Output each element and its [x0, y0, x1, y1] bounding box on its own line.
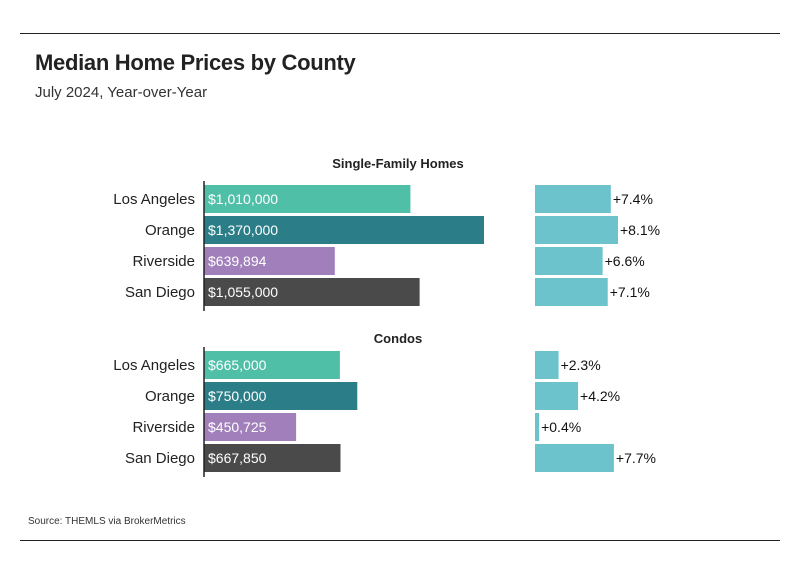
change-bar	[535, 185, 611, 213]
category-label: Los Angeles	[113, 357, 195, 374]
change-bar	[535, 216, 618, 244]
change-value-label: +0.4%	[541, 419, 581, 435]
change-bar	[535, 247, 603, 275]
price-bar	[204, 444, 341, 472]
change-value-label: +8.1%	[620, 222, 660, 238]
price-bar	[204, 185, 411, 213]
bottom-rule	[20, 540, 780, 541]
price-value-label: $1,370,000	[208, 222, 278, 238]
price-value-label: $750,000	[208, 388, 267, 404]
change-bar	[535, 278, 608, 306]
price-bar	[204, 382, 358, 410]
price-value-label: $1,010,000	[208, 191, 278, 207]
change-value-label: +7.1%	[610, 284, 650, 300]
price-bar	[204, 351, 340, 379]
top-rule	[20, 33, 780, 34]
change-bar	[535, 444, 614, 472]
category-label: Orange	[145, 388, 195, 405]
price-value-label: $450,725	[208, 419, 267, 435]
change-value-label: +7.4%	[613, 191, 653, 207]
price-bar	[204, 278, 420, 306]
category-label: Orange	[145, 222, 195, 239]
change-value-label: +7.7%	[616, 450, 656, 466]
source-note: Source: THEMLS via BrokerMetrics	[28, 516, 186, 527]
category-label: Los Angeles	[113, 191, 195, 208]
section-title: Condos	[374, 331, 422, 346]
category-label: San Diego	[125, 450, 195, 467]
change-value-label: +4.2%	[580, 388, 620, 404]
price-value-label: $1,055,000	[208, 284, 278, 300]
price-bar	[204, 216, 484, 244]
price-bar	[204, 247, 335, 275]
change-value-label: +6.6%	[605, 253, 645, 269]
change-bar	[535, 351, 559, 379]
category-label: San Diego	[125, 284, 195, 301]
change-value-label: +2.3%	[561, 357, 601, 373]
category-label: Riverside	[132, 253, 195, 270]
chart-subtitle: July 2024, Year-over-Year	[35, 84, 208, 101]
change-bar	[535, 382, 579, 410]
price-bar	[204, 413, 297, 441]
section-title: Single-Family Homes	[332, 156, 463, 171]
category-label: Riverside	[132, 419, 195, 436]
price-value-label: $667,850	[208, 450, 267, 466]
price-value-label: $665,000	[208, 357, 267, 373]
price-value-label: $639,894	[208, 253, 267, 269]
change-bar	[535, 413, 540, 441]
chart-title: Median Home Prices by County	[35, 50, 356, 75]
